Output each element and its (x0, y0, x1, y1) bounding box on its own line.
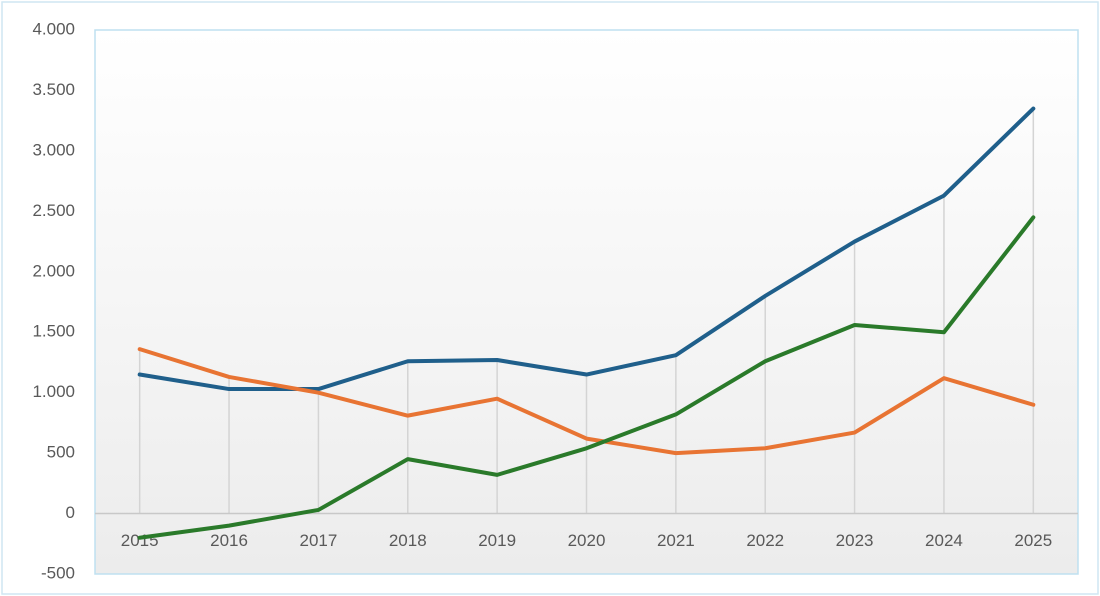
y-tick-label: 500 (47, 443, 75, 462)
y-tick-label: 1.500 (32, 322, 75, 341)
x-tick-label: 2023 (836, 531, 874, 550)
y-tick-label: 3.000 (32, 140, 75, 159)
x-tick-label: 2024 (925, 531, 963, 550)
x-tick-label: 2015 (121, 531, 159, 550)
x-tick-label: 2016 (210, 531, 248, 550)
x-tick-label: 2019 (478, 531, 516, 550)
y-tick-label: 0 (66, 503, 75, 522)
series-line (137, 215, 1036, 540)
y-tick-label: 4.000 (32, 19, 75, 38)
series-line (137, 347, 1036, 456)
x-tick-label: 2025 (1014, 531, 1052, 550)
y-tick-label: 3.500 (32, 80, 75, 99)
x-tick-label: 2018 (389, 531, 427, 550)
y-tick-label: 2.500 (32, 201, 75, 220)
y-tick-label: 1.000 (32, 382, 75, 401)
x-tick-label: 2017 (299, 531, 337, 550)
x-tick-label: 2022 (746, 531, 784, 550)
x-tick-label: 2021 (657, 531, 695, 550)
y-tick-label: 2.000 (32, 261, 75, 280)
y-tick-label: -500 (41, 563, 75, 582)
x-tick-label: 2020 (568, 531, 606, 550)
